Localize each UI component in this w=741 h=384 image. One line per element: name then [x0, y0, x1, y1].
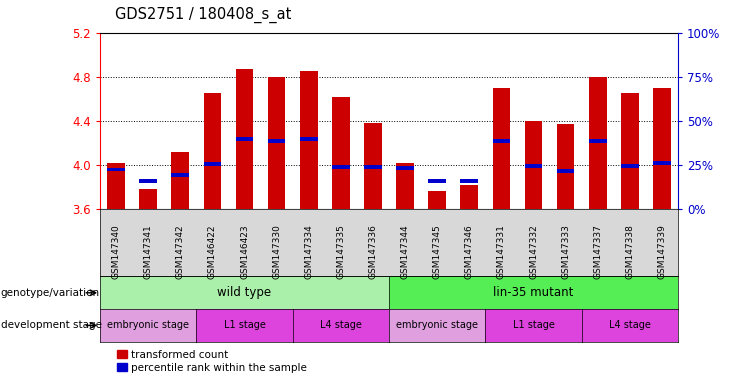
Bar [653, 161, 671, 165]
Text: embryonic stage: embryonic stage [107, 320, 189, 331]
Text: GDS2751 / 180408_s_at: GDS2751 / 180408_s_at [115, 7, 291, 23]
Bar [204, 162, 222, 166]
Bar [332, 97, 350, 209]
Bar [653, 88, 671, 209]
Bar [460, 185, 478, 209]
Bar [139, 189, 157, 209]
Bar [589, 77, 607, 209]
Text: L1 stage: L1 stage [513, 320, 554, 331]
Bar [589, 139, 607, 143]
Text: lin-35 mutant: lin-35 mutant [494, 286, 574, 299]
Bar [621, 93, 639, 209]
Bar [332, 166, 350, 169]
Bar [428, 179, 446, 182]
Bar [364, 123, 382, 209]
Bar [460, 179, 478, 182]
Bar [107, 167, 125, 172]
Bar [107, 163, 125, 209]
Bar [493, 88, 511, 209]
Bar [525, 121, 542, 209]
Text: L4 stage: L4 stage [320, 320, 362, 331]
Bar [428, 190, 446, 209]
Bar [493, 139, 511, 143]
Bar [300, 71, 318, 209]
Bar [556, 169, 574, 172]
Text: embryonic stage: embryonic stage [396, 320, 478, 331]
Bar [171, 173, 189, 177]
Bar [268, 77, 285, 209]
Bar [364, 166, 382, 169]
Bar [171, 152, 189, 209]
Text: development stage: development stage [1, 320, 102, 331]
Text: genotype/variation: genotype/variation [1, 288, 100, 298]
Bar [204, 93, 222, 209]
Text: L4 stage: L4 stage [609, 320, 651, 331]
Text: wild type: wild type [217, 286, 272, 299]
Bar [556, 124, 574, 209]
Bar [396, 163, 414, 209]
Bar [525, 164, 542, 168]
Bar [300, 137, 318, 141]
Bar [396, 167, 414, 170]
Bar [621, 164, 639, 168]
Bar [236, 69, 253, 209]
Bar [236, 137, 253, 141]
Legend: transformed count, percentile rank within the sample: transformed count, percentile rank withi… [113, 346, 311, 377]
Bar [268, 139, 285, 143]
Bar [139, 179, 157, 182]
Text: L1 stage: L1 stage [224, 320, 265, 331]
